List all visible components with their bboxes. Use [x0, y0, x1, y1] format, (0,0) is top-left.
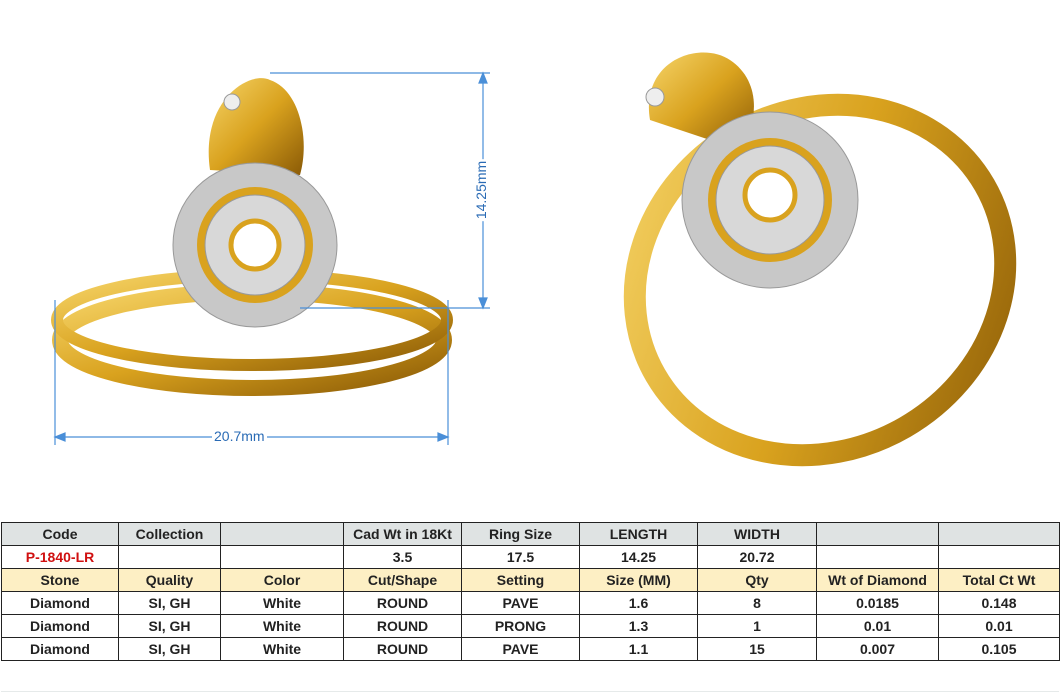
header-cell: Color	[220, 568, 344, 592]
ring-images	[51, 52, 1017, 467]
ring-front-view	[51, 78, 453, 396]
cell: White	[220, 614, 344, 638]
cell: 14.25	[579, 545, 698, 569]
cell: ROUND	[343, 591, 462, 615]
header-cell: Wt of Diamond	[816, 568, 939, 592]
specification-table: Code Collection Cad Wt in 18Kt Ring Size…	[1, 522, 1060, 661]
cell: 0.01	[816, 614, 939, 638]
cell: ROUND	[343, 637, 462, 661]
cell: Diamond	[1, 591, 119, 615]
header-cell: Cut/Shape	[343, 568, 462, 592]
cell	[118, 545, 221, 569]
cell: 15	[697, 637, 817, 661]
cell: 17.5	[461, 545, 580, 569]
header-cell	[220, 522, 344, 546]
table-row: P-1840-LR 3.5 17.5 14.25 20.72	[1, 545, 1060, 569]
header-cell	[938, 522, 1060, 546]
width-dimension-label: 20.7mm	[212, 428, 267, 444]
cell: ROUND	[343, 614, 462, 638]
cell: 20.72	[697, 545, 817, 569]
header-cell: LENGTH	[579, 522, 698, 546]
header-cell: Stone	[1, 568, 119, 592]
cell: 0.007	[816, 637, 939, 661]
stone-row: Diamond SI, GH White ROUND PAVE 1.1 15 0…	[1, 637, 1060, 661]
empty-row	[1, 667, 1059, 692]
stone-row: Diamond SI, GH White ROUND PRONG 1.3 1 0…	[1, 614, 1060, 638]
table-header-row: Code Collection Cad Wt in 18Kt Ring Size…	[1, 522, 1060, 546]
header-cell: Qty	[697, 568, 817, 592]
cell: 0.105	[938, 637, 1060, 661]
cell	[816, 545, 939, 569]
height-dimension-label: 14.25mm	[473, 158, 490, 222]
header-cell: Total Ct Wt	[938, 568, 1060, 592]
cell: Diamond	[1, 614, 119, 638]
header-cell: Size (MM)	[579, 568, 698, 592]
cell: PAVE	[461, 637, 580, 661]
cell: 8	[697, 591, 817, 615]
cell: White	[220, 637, 344, 661]
cell: SI, GH	[118, 591, 221, 615]
cell: PAVE	[461, 591, 580, 615]
header-cell: WIDTH	[697, 522, 817, 546]
cell: 1	[697, 614, 817, 638]
cell: Diamond	[1, 637, 119, 661]
header-cell: Cad Wt in 18Kt	[343, 522, 462, 546]
header-cell: Setting	[461, 568, 580, 592]
header-cell: Code	[1, 522, 119, 546]
cell	[220, 545, 344, 569]
cell: 1.1	[579, 637, 698, 661]
cell: White	[220, 591, 344, 615]
cell: 1.6	[579, 591, 698, 615]
ring-perspective-view	[623, 52, 1017, 467]
cell: PRONG	[461, 614, 580, 638]
cell: 0.148	[938, 591, 1060, 615]
header-cell: Collection	[118, 522, 221, 546]
cell: 0.0185	[816, 591, 939, 615]
header-cell	[816, 522, 939, 546]
cell	[938, 545, 1060, 569]
cell: SI, GH	[118, 637, 221, 661]
cell: 3.5	[343, 545, 462, 569]
cell: 0.01	[938, 614, 1060, 638]
header-cell: Ring Size	[461, 522, 580, 546]
cell: 1.3	[579, 614, 698, 638]
header-cell: Quality	[118, 568, 221, 592]
cell: SI, GH	[118, 614, 221, 638]
stone-header-row: Stone Quality Color Cut/Shape Setting Si…	[1, 568, 1060, 592]
stone-row: Diamond SI, GH White ROUND PAVE 1.6 8 0.…	[1, 591, 1060, 615]
dimension-lines	[53, 71, 490, 445]
product-code: P-1840-LR	[1, 545, 119, 569]
